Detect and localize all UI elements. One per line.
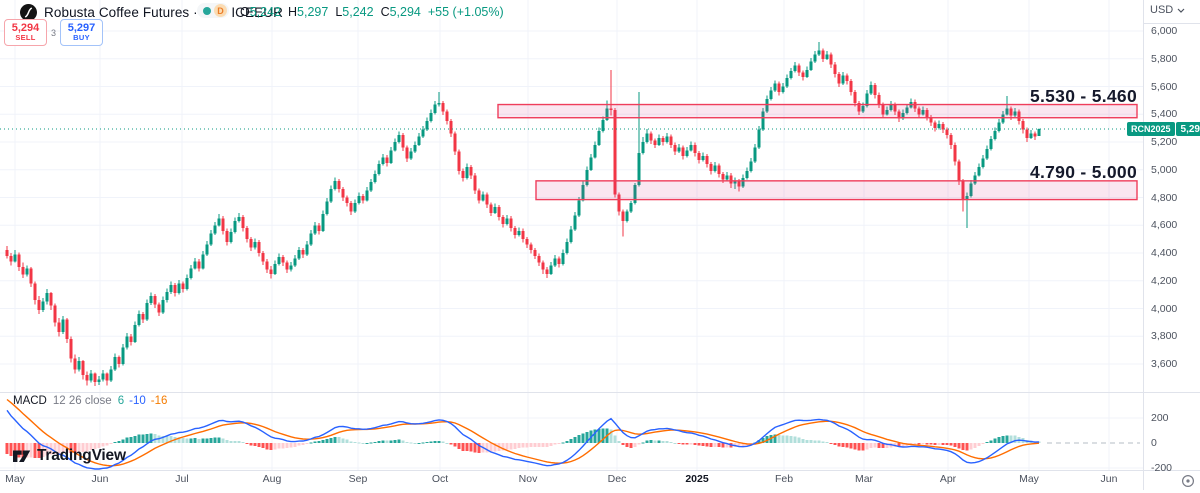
last-price-badge: RCN2025 5,294 [1127,122,1200,136]
macd-signal-value: -16 [150,395,168,407]
open-value: O5,242 [240,5,282,19]
last-price-value: 5,294 [1175,122,1200,136]
time-axis-label[interactable]: Jun [91,473,109,485]
price-zones[interactable] [497,103,1138,201]
support-zone-label: 4.790 - 5.000 [1029,162,1137,182]
spread-value: 3 [51,27,57,38]
market-status: D [197,3,229,18]
price-tick-label[interactable]: 6,000 [1151,25,1178,37]
macd-line-value: -10 [129,395,146,407]
resistance-zone-label: 5.530 - 5.460 [1029,86,1137,106]
time-axis-label[interactable]: Jun [1100,473,1118,485]
ohlc-readout: O5,242 H5,297 L5,242 C5,294 +55 (+1.05%) [240,5,504,19]
price-tick-label[interactable]: 4,600 [1151,219,1178,232]
price-tick-label[interactable]: 4,400 [1151,247,1178,259]
time-axis-label[interactable]: Nov [518,473,538,485]
time-axis-label[interactable]: Jul [175,473,189,485]
macd-signal-line [6,398,1040,467]
tradingview-logo[interactable]: TradingView [12,446,126,465]
contract-tag: RCN2025 [1127,122,1175,136]
macd-tick-label[interactable]: 0 [1151,437,1157,449]
price-tick-label[interactable]: 5,400 [1151,108,1178,121]
time-axis-label[interactable]: Aug [262,473,282,485]
macd-line [6,409,1040,470]
price-tick-label[interactable]: 4,200 [1151,274,1178,287]
sell-button[interactable]: 5,294 SELL [4,19,47,46]
time-axis-label[interactable]: Sep [348,473,368,485]
time-axis-label[interactable]: Oct [431,473,449,485]
close-value: C5,294 [380,5,421,19]
low-value: L5,242 [335,5,374,19]
currency-dropdown[interactable]: USD [1150,4,1185,16]
time-axis-label[interactable]: May [5,473,25,485]
tradingview-glyph-icon [13,450,31,462]
time-axis-label[interactable]: 2025 [685,473,709,485]
price-tick-label[interactable]: 5,600 [1151,80,1178,93]
price-tick-label[interactable]: 4,000 [1151,302,1178,315]
time-axis-label[interactable]: May [1019,473,1039,485]
macd-tick-label[interactable]: 200 [1151,412,1169,424]
time-axis-label[interactable]: Mar [854,473,874,485]
high-value: H5,297 [288,5,329,19]
price-tick-label[interactable]: 5,200 [1151,136,1178,148]
macd-tick-label[interactable]: -200 [1151,462,1173,474]
indicator-name[interactable]: MACD [13,395,47,407]
macd-histogram-value: 6 [117,395,125,407]
time-axis-label[interactable]: Apr [939,473,957,485]
grid [0,0,1143,470]
tradingview-wordmark: TradingView [37,446,126,464]
price-tick-label[interactable]: 4,800 [1151,191,1178,204]
price-tick-label[interactable]: 3,800 [1151,330,1178,343]
chevron-down-icon [1177,8,1185,13]
indicator-params: 12 26 close [52,395,112,407]
time-axis-label[interactable]: Feb [774,473,794,485]
scales-settings-icon[interactable] [1181,474,1195,493]
instrument-logo-icon [20,3,37,21]
candlestick-series [5,42,1041,387]
buy-button[interactable]: 5,297 BUY [60,19,104,46]
market-open-dot-icon [203,6,211,15]
delayed-data-badge[interactable]: D [214,4,227,17]
price-tick-label[interactable]: 3,600 [1151,358,1178,370]
change-value: +55 (+1.05%) [427,5,504,19]
macd-status-line: MACD 12 26 close 6 -10 -16 [13,395,167,407]
price-tick-label[interactable]: 5,000 [1151,163,1178,176]
macd-pane [5,398,1041,470]
trade-widget: 5,294 SELL 3 5,297 BUY [4,19,104,46]
time-axis-label[interactable]: Dec [607,473,627,485]
price-tick-label[interactable]: 5,800 [1151,52,1178,65]
